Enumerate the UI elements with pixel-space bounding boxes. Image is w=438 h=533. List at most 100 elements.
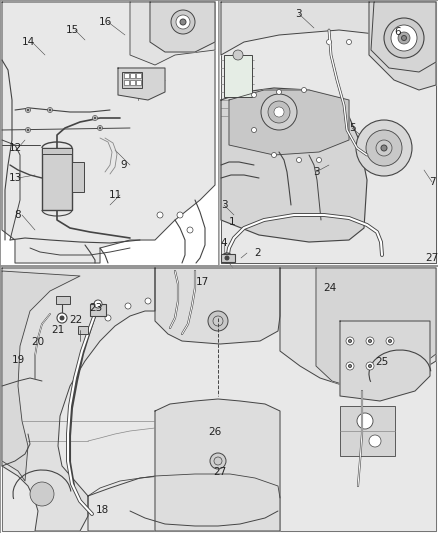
Circle shape — [171, 10, 195, 34]
Circle shape — [105, 315, 111, 321]
Circle shape — [366, 130, 402, 166]
Circle shape — [276, 90, 282, 94]
Circle shape — [180, 19, 186, 25]
Circle shape — [301, 87, 307, 93]
Circle shape — [251, 127, 257, 133]
Text: 19: 19 — [11, 355, 25, 365]
Circle shape — [346, 362, 354, 370]
Circle shape — [214, 457, 222, 465]
Text: 21: 21 — [51, 325, 65, 335]
Circle shape — [25, 108, 31, 112]
Circle shape — [368, 365, 371, 367]
Text: 5: 5 — [349, 123, 355, 133]
Text: 7: 7 — [429, 177, 435, 187]
Text: 8: 8 — [15, 210, 21, 220]
Circle shape — [398, 32, 410, 44]
Text: 9: 9 — [121, 160, 127, 170]
Circle shape — [326, 39, 332, 44]
Circle shape — [381, 145, 387, 151]
Bar — [122, 72, 142, 88]
Circle shape — [27, 129, 29, 131]
Text: 6: 6 — [395, 27, 401, 37]
Polygon shape — [118, 68, 165, 100]
Polygon shape — [2, 268, 155, 531]
Circle shape — [386, 360, 414, 388]
Circle shape — [177, 212, 183, 218]
Circle shape — [369, 435, 381, 447]
Bar — [219, 0, 438, 265]
Bar — [78, 326, 88, 334]
Bar — [42, 148, 72, 154]
Circle shape — [57, 313, 67, 323]
Bar — [42, 148, 72, 210]
Text: 1: 1 — [229, 217, 235, 227]
Circle shape — [366, 337, 374, 345]
Circle shape — [357, 413, 373, 429]
Circle shape — [47, 108, 53, 112]
Circle shape — [233, 50, 243, 60]
Circle shape — [376, 140, 392, 156]
Text: 3: 3 — [313, 167, 319, 177]
Text: 14: 14 — [21, 37, 35, 47]
Circle shape — [30, 482, 54, 506]
Polygon shape — [316, 268, 436, 388]
Circle shape — [251, 93, 257, 98]
Circle shape — [272, 152, 276, 157]
Text: 4: 4 — [221, 238, 227, 248]
Circle shape — [391, 25, 417, 51]
Circle shape — [60, 316, 64, 320]
Circle shape — [346, 337, 354, 345]
Circle shape — [94, 117, 96, 119]
Text: 18: 18 — [95, 505, 109, 515]
Polygon shape — [130, 2, 215, 65]
Polygon shape — [155, 399, 280, 531]
Circle shape — [99, 127, 101, 129]
Circle shape — [92, 116, 98, 120]
Bar — [56, 296, 70, 304]
Text: 15: 15 — [65, 25, 79, 35]
Text: 26: 26 — [208, 427, 222, 437]
Circle shape — [261, 94, 297, 130]
Circle shape — [125, 303, 131, 309]
Circle shape — [98, 125, 102, 131]
Text: 3: 3 — [295, 9, 301, 19]
Bar — [136, 80, 141, 85]
Bar — [0, 266, 438, 533]
Bar — [124, 80, 129, 85]
Bar — [0, 0, 218, 265]
Polygon shape — [280, 268, 436, 388]
Circle shape — [349, 365, 352, 367]
Text: 22: 22 — [69, 315, 83, 325]
Bar — [224, 55, 252, 97]
Bar — [130, 80, 135, 85]
Circle shape — [268, 101, 290, 123]
Text: 13: 13 — [8, 173, 21, 183]
Polygon shape — [229, 90, 349, 155]
Text: 2: 2 — [254, 248, 261, 258]
Polygon shape — [369, 2, 436, 90]
Polygon shape — [88, 474, 280, 531]
Circle shape — [356, 120, 412, 176]
Circle shape — [213, 316, 223, 326]
Circle shape — [384, 18, 424, 58]
Text: 23: 23 — [89, 303, 102, 313]
Bar — [72, 162, 84, 192]
Text: 3: 3 — [221, 200, 227, 210]
Bar — [124, 73, 129, 78]
Circle shape — [176, 15, 190, 29]
Polygon shape — [2, 271, 80, 481]
Bar — [136, 73, 141, 78]
Text: 25: 25 — [375, 357, 389, 367]
Text: 16: 16 — [99, 17, 112, 27]
Text: 12: 12 — [8, 143, 21, 153]
Circle shape — [145, 298, 151, 304]
Circle shape — [225, 256, 229, 260]
Circle shape — [25, 127, 31, 133]
Polygon shape — [340, 321, 430, 401]
Text: 24: 24 — [323, 283, 337, 293]
Bar — [221, 254, 235, 262]
Circle shape — [317, 157, 321, 163]
Polygon shape — [155, 268, 280, 344]
Text: 11: 11 — [108, 190, 122, 200]
Circle shape — [208, 311, 228, 331]
